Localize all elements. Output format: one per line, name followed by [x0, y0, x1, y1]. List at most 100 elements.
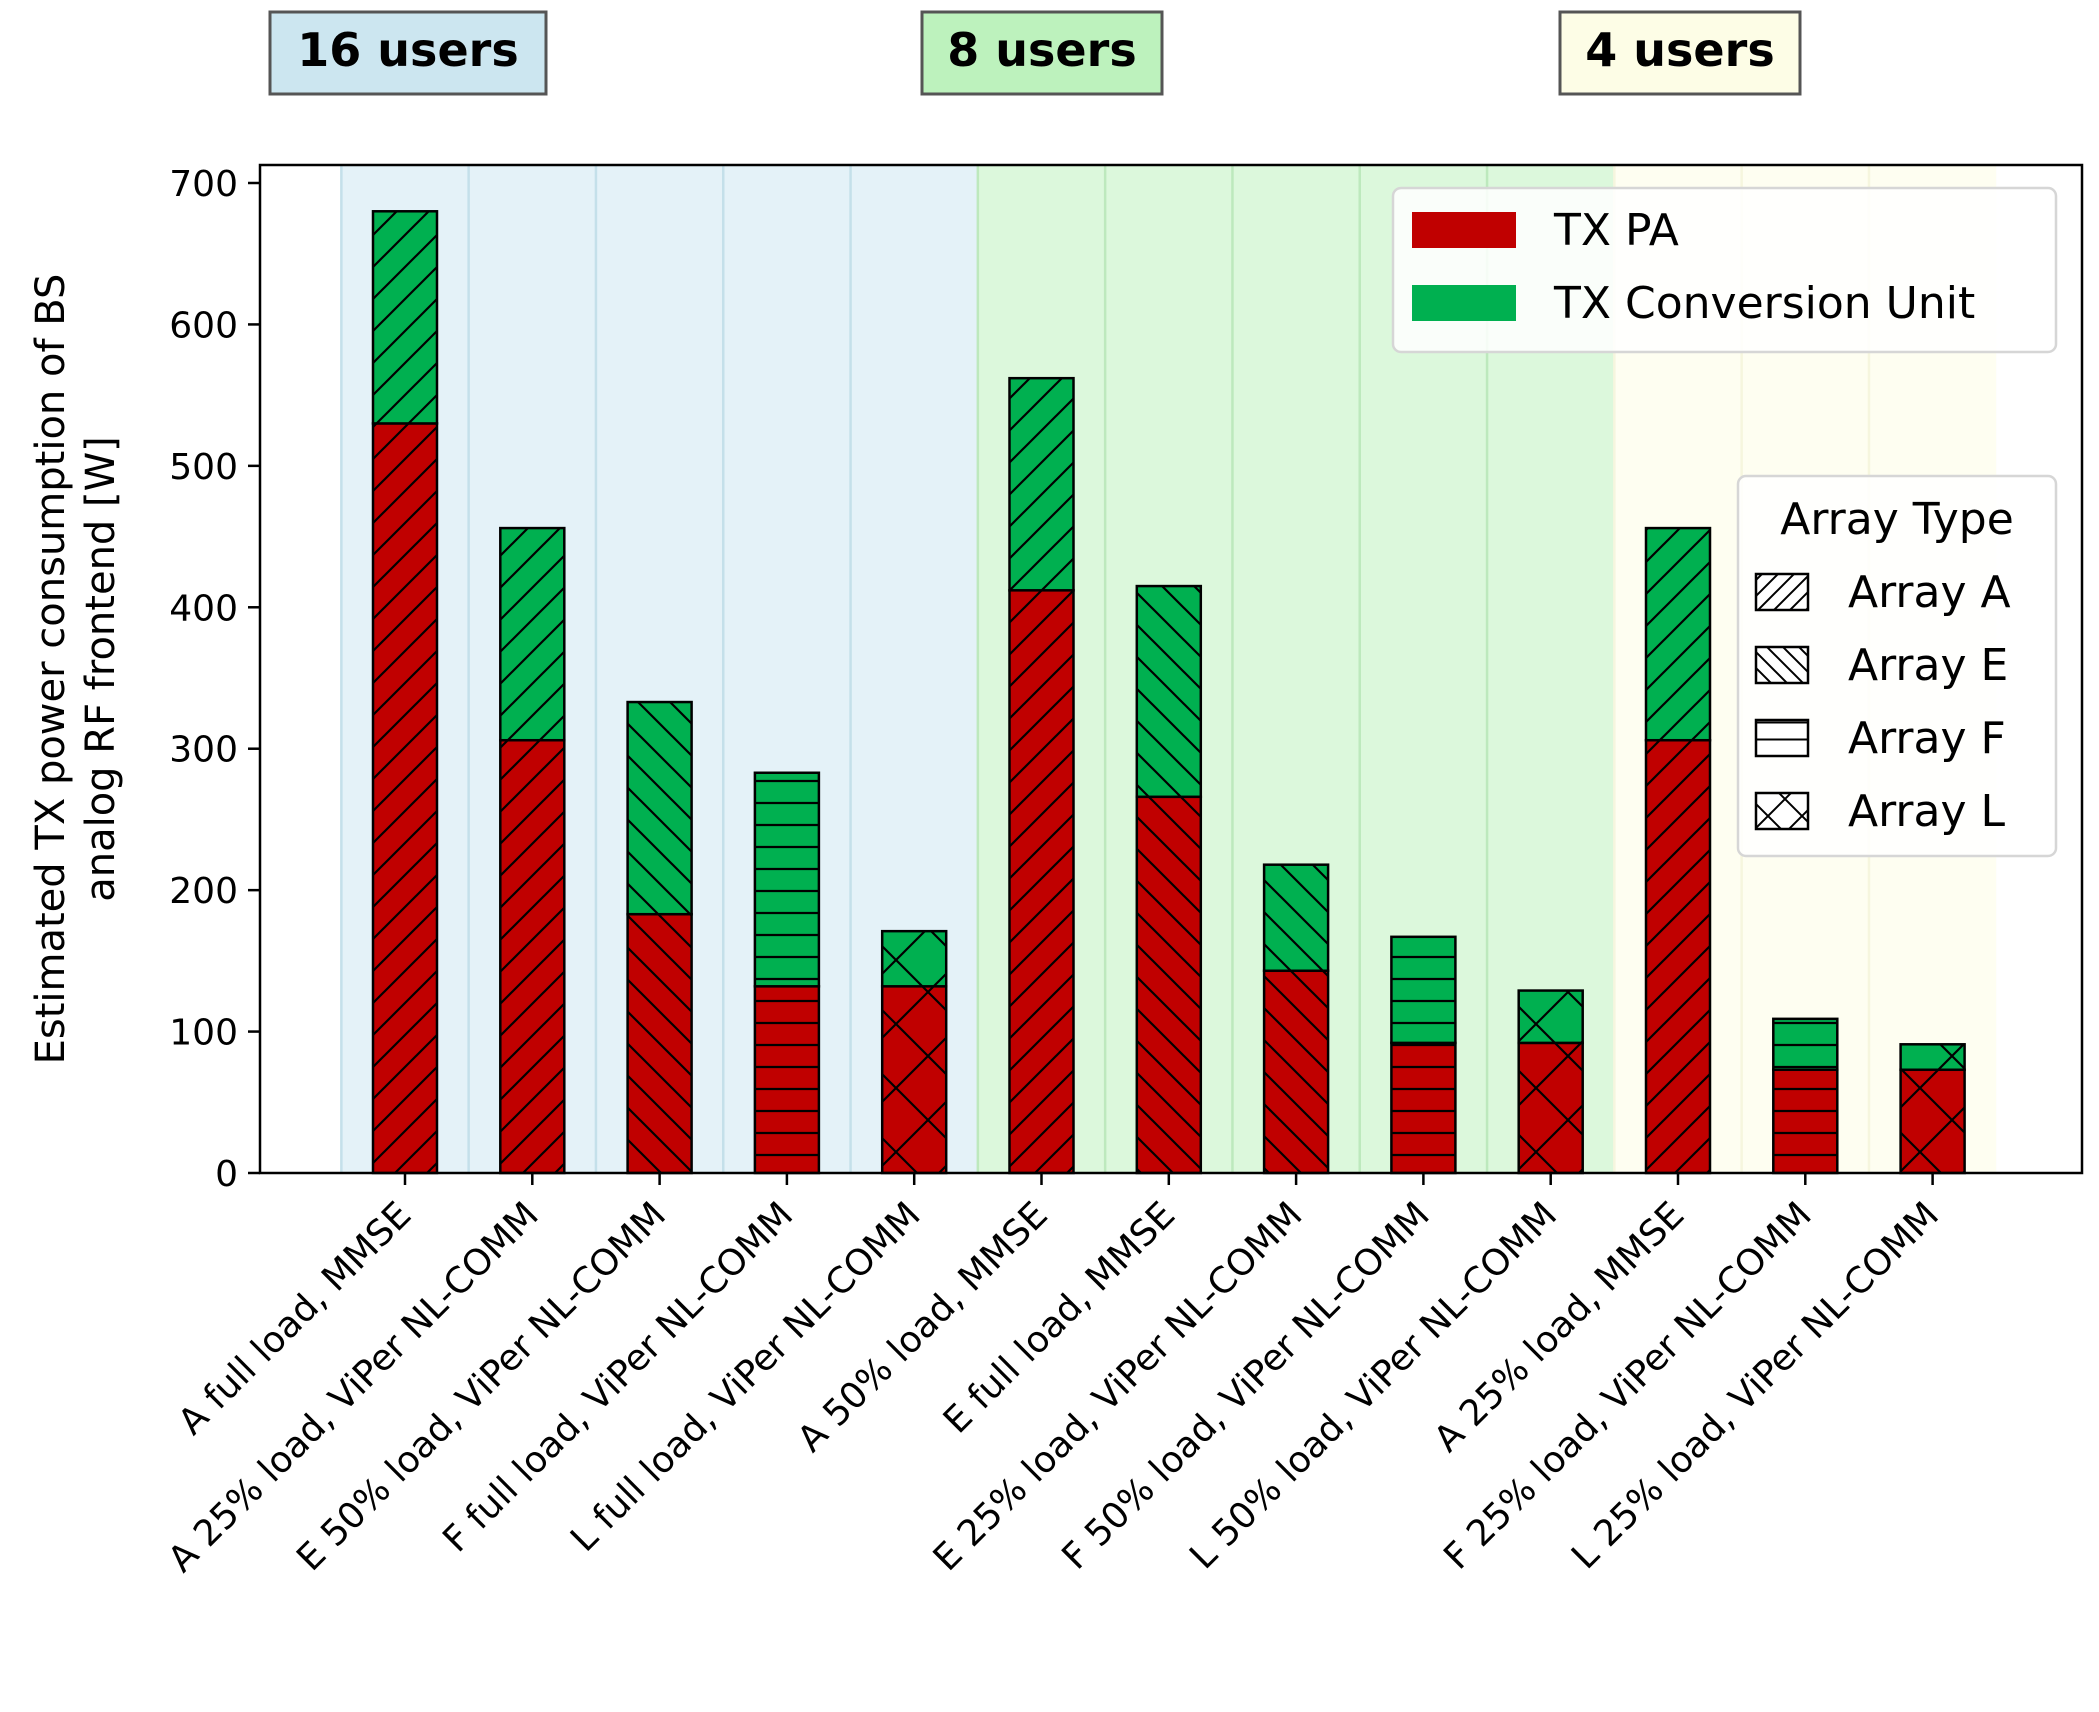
bar-tx-pa-8 [1390, 1041, 1457, 1175]
bar-tx-pa-11 [1772, 1068, 1839, 1175]
y-tick-label: 500 [169, 447, 238, 488]
bar-tx-pa-10 [1644, 738, 1712, 1175]
y-axis-title-line-1: Estimated TX power consumption of BS [28, 274, 74, 1065]
bar-hatch [500, 528, 565, 741]
bar-tx-pa-0 [371, 422, 439, 1175]
legend: TX PA TX Conversion Unit Array Type Array A… [1391, 186, 2058, 858]
group-label-box-2 [1558, 10, 1802, 96]
y-tick-label: 700 [169, 164, 238, 205]
bar-hatch [1009, 590, 1074, 1173]
bar-outline [1262, 863, 1330, 973]
bar-tx-conversion-unit-0 [371, 210, 439, 425]
bar-tx-conversion-unit-2 [626, 700, 693, 916]
bar-hatch [882, 986, 947, 1173]
array-legend-box [1736, 474, 2058, 858]
array-swatch-0 [1754, 572, 1810, 612]
bar-hatch [627, 914, 692, 1173]
bar-outline [1135, 584, 1203, 799]
bar-tx-conversion-unit-10 [1644, 526, 1712, 742]
array-legend-label-3: Array L [1848, 786, 2005, 837]
bar-hatch [754, 986, 819, 1173]
bar-tx-conversion-unit-6 [1135, 584, 1203, 799]
x-tick-label: A 50% load, MMSE [790, 1194, 1056, 1460]
bar-tx-conversion-unit-7 [1262, 863, 1330, 973]
bar-hatch [1391, 1042, 1456, 1173]
array-legend-title: Array Type [1780, 494, 2014, 545]
bar-hatch [882, 931, 947, 987]
x-tick-label: A 25% load, MMSE [1426, 1194, 1692, 1460]
bar-hatch [1136, 586, 1201, 797]
bar-hatch [754, 772, 819, 987]
bar-hatch [1264, 864, 1329, 971]
x-tick-label: A full load, MMSE [171, 1194, 420, 1443]
bar-hatch [1773, 1069, 1838, 1173]
array-swatch-1 [1754, 645, 1810, 685]
bar-tx-conversion-unit-3 [753, 771, 821, 988]
bar-hatch [1136, 796, 1201, 1173]
bar-hatch [1773, 1018, 1838, 1070]
bar-outline [1390, 935, 1457, 1045]
x-tick-label: E full load, MMSE [936, 1194, 1183, 1441]
y-tick-label: 400 [169, 588, 238, 629]
bar-outline [1899, 1043, 1966, 1072]
bar-tx-conversion-unit-5 [1008, 376, 1075, 592]
legend-label-1: TX Conversion Unit [1553, 278, 1975, 329]
bar-tx-pa-1 [499, 738, 566, 1175]
legend-label-0: TX PA [1553, 205, 1679, 256]
group-label-2: 4 users [1585, 23, 1774, 77]
bar-hatch [373, 211, 437, 424]
bar-tx-pa-12 [1899, 1068, 1966, 1175]
bar-outline [499, 526, 566, 742]
legend-swatch-1 [1412, 285, 1516, 321]
bar-tx-pa-6 [1135, 795, 1203, 1175]
bar-tx-pa-4 [880, 985, 948, 1175]
series-legend-box [1391, 186, 2058, 354]
bar-tx-conversion-unit-9 [1517, 989, 1584, 1045]
bar-hatch [627, 702, 692, 915]
y-tick-label: 100 [169, 1013, 238, 1054]
bar-tx-conversion-unit-12 [1899, 1043, 1966, 1072]
bar-tx-pa-9 [1517, 1041, 1584, 1175]
bar-hatch [373, 423, 437, 1173]
bar-outline [880, 929, 948, 988]
bar-outline [1008, 376, 1075, 592]
plot-frame [258, 163, 2084, 1175]
bar-hatch [500, 740, 565, 1173]
bar-hatch [1518, 990, 1583, 1043]
bar-tx-conversion-unit-4 [880, 929, 948, 988]
array-swatch-2 [1754, 718, 1810, 758]
group-label-1: 8 users [947, 23, 1136, 77]
bar-hatch [1518, 1042, 1583, 1173]
bar-tx-pa-5 [1008, 589, 1075, 1175]
legend-swatch-0 [1412, 212, 1516, 248]
bar-outline [1517, 989, 1584, 1045]
bar-hatch [1900, 1069, 1965, 1173]
bar-outline [371, 210, 439, 425]
bar-outline [753, 771, 821, 988]
y-axis-title-line-2: analog RF frontend [W] [78, 436, 124, 902]
bar-hatch [1391, 936, 1456, 1043]
bar-tx-pa-2 [626, 912, 693, 1175]
bar-tx-conversion-unit-1 [499, 526, 566, 742]
bar-hatch [1900, 1044, 1965, 1070]
bar-outline [1772, 1017, 1839, 1072]
bar-tx-conversion-unit-11 [1772, 1017, 1839, 1072]
array-swatch-3 [1754, 791, 1810, 831]
group-label-0: 16 users [297, 23, 518, 77]
y-tick-label: 300 [169, 730, 238, 771]
bar-hatch [1264, 970, 1329, 1173]
group-label-box-1 [920, 10, 1164, 96]
array-legend-label-2: Array F [1848, 713, 2006, 764]
bar-hatch [1646, 528, 1710, 741]
bar-hatch [1009, 378, 1074, 591]
bar-outline [1644, 526, 1712, 742]
group-labels: 16 users 8 users 4 users [268, 10, 1802, 96]
bar-tx-conversion-unit-8 [1390, 935, 1457, 1045]
y-tick-label: 600 [169, 305, 238, 346]
group-label-box-0 [268, 10, 548, 96]
bar-tx-pa-7 [1262, 969, 1330, 1175]
bars [371, 210, 1966, 1175]
bar-outline [626, 700, 693, 916]
y-tick-label: 0 [215, 1154, 238, 1195]
